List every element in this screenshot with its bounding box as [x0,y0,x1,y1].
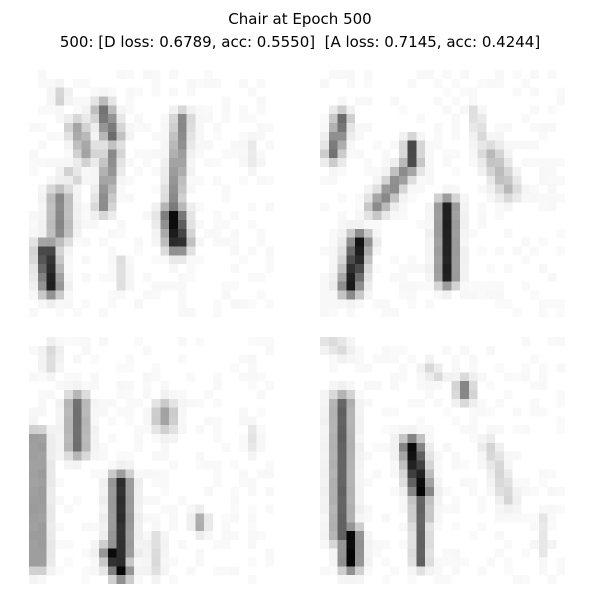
sample-image [320,70,565,317]
sample-image [29,70,274,317]
generated-sample-bottom-right [320,337,565,584]
sample-image [29,337,274,584]
sample-image [320,337,565,584]
generated-sample-top-left [29,70,274,317]
generated-sample-bottom-left [29,337,274,584]
figure-title: Chair at Epoch 500 [228,10,372,28]
generated-sample-top-right [320,70,565,317]
figure-subtitle-losses: 500: [D loss: 0.6789, acc: 0.5550] [A lo… [59,33,541,51]
